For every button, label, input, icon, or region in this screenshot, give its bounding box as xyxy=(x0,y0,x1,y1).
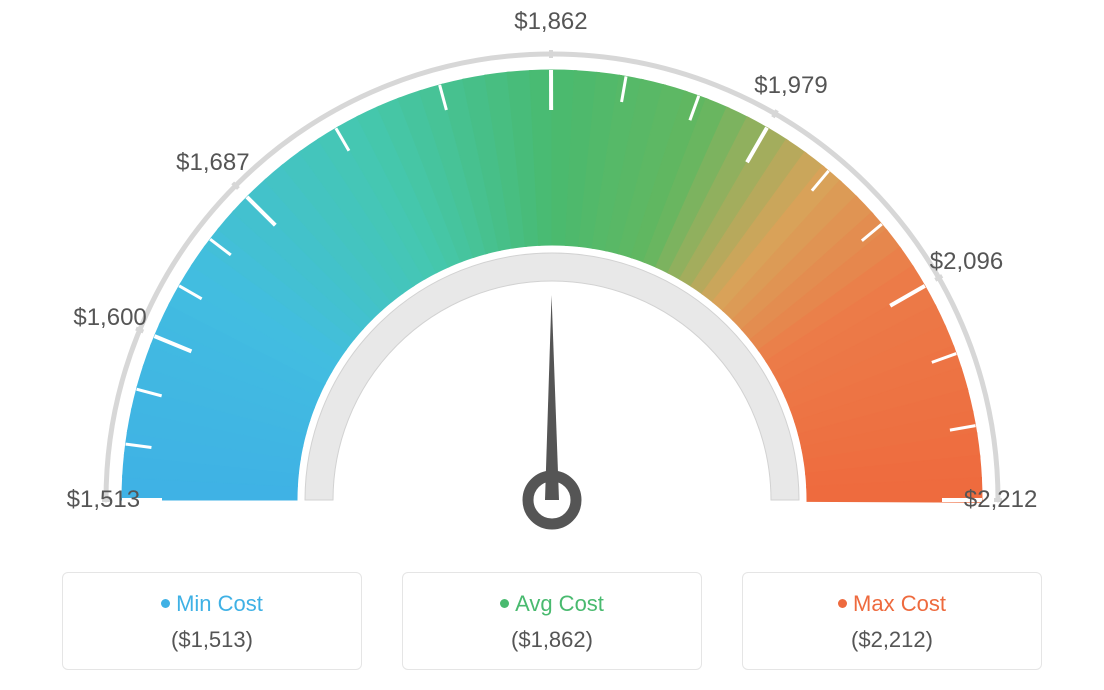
gauge-tick-label: $2,212 xyxy=(964,486,1037,514)
legend-value-avg: ($1,862) xyxy=(415,627,689,653)
legend-value-min: ($1,513) xyxy=(75,627,349,653)
legend-card-avg: Avg Cost ($1,862) xyxy=(402,572,702,670)
dot-icon xyxy=(500,599,509,608)
legend-label-avg: Avg Cost xyxy=(515,591,604,616)
legend-title-min: Min Cost xyxy=(75,591,349,617)
legend-card-min: Min Cost ($1,513) xyxy=(62,572,362,670)
legend-title-avg: Avg Cost xyxy=(415,591,689,617)
legend-title-max: Max Cost xyxy=(755,591,1029,617)
gauge-tick-label: $1,862 xyxy=(514,8,587,36)
gauge-tick-label: $2,096 xyxy=(930,248,1003,276)
gauge-tick-label: $1,513 xyxy=(67,486,140,514)
gauge-tick-label: $1,600 xyxy=(73,304,146,332)
gauge-chart: $1,513 $1,600 $1,687 $1,862 $1,979 $2,096 $2,2… xyxy=(0,0,1104,540)
legend-label-min: Min Cost xyxy=(176,591,263,616)
legend-value-max: ($2,212) xyxy=(755,627,1029,653)
legend-label-max: Max Cost xyxy=(853,591,946,616)
dot-icon xyxy=(838,599,847,608)
legend-card-max: Max Cost ($2,212) xyxy=(742,572,1042,670)
gauge-tick-label: $1,687 xyxy=(176,149,249,177)
gauge-tick-label: $1,979 xyxy=(754,72,827,100)
legend-row: Min Cost ($1,513) Avg Cost ($1,862) Max … xyxy=(0,572,1104,670)
dot-icon xyxy=(161,599,170,608)
